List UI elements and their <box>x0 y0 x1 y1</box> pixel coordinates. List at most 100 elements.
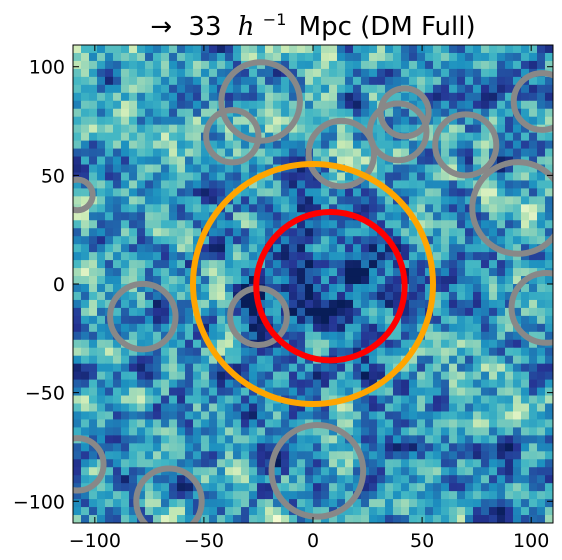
heatmap-cell <box>121 347 130 357</box>
heatmap-cell <box>177 443 186 452</box>
heatmap-cell <box>369 180 378 189</box>
heatmap-cell <box>497 260 506 269</box>
heatmap-cell <box>105 515 114 523</box>
heatmap-cell <box>265 52 274 62</box>
heatmap-cell <box>353 220 362 229</box>
heatmap-cell <box>145 116 154 126</box>
heatmap-cell <box>489 108 498 118</box>
heatmap-cell <box>257 363 266 373</box>
heatmap-cell <box>329 475 338 484</box>
heatmap-cell <box>505 284 514 293</box>
heatmap-cell <box>369 204 378 213</box>
heatmap-cell <box>297 164 306 174</box>
heatmap-cell <box>217 515 226 523</box>
heatmap-cell <box>409 507 418 516</box>
heatmap-cell <box>345 76 354 86</box>
heatmap-cell <box>177 419 186 428</box>
heatmap-cell <box>177 260 186 269</box>
heatmap-cell <box>489 68 498 78</box>
heatmap-cell <box>89 307 98 317</box>
heatmap-cell <box>377 355 386 365</box>
heatmap-cell <box>169 403 178 413</box>
heatmap-cell <box>257 68 266 78</box>
heatmap-cell <box>417 244 426 253</box>
heatmap-cell <box>217 443 226 452</box>
heatmap-cell <box>289 60 298 70</box>
heatmap-cell <box>81 499 90 508</box>
heatmap-cell <box>441 347 450 357</box>
heatmap-cell <box>145 236 154 245</box>
heatmap-cell <box>201 45 210 54</box>
heatmap-cell <box>161 188 170 197</box>
void-circle <box>107 280 179 353</box>
heatmap-cell <box>513 379 522 389</box>
heatmap-cell <box>185 427 194 436</box>
heatmap-cell <box>353 84 362 94</box>
heatmap-cell <box>121 60 130 70</box>
heatmap-cell <box>81 387 90 397</box>
heatmap-cell <box>425 467 434 476</box>
heatmap-cell <box>161 68 170 78</box>
heatmap-cell <box>449 132 458 142</box>
heatmap-cell <box>369 403 378 413</box>
heatmap-cell <box>385 196 394 205</box>
heatmap-cell <box>449 387 458 397</box>
heatmap-cell <box>225 339 234 349</box>
heatmap-cell <box>81 172 90 182</box>
heatmap-cell <box>121 252 130 261</box>
heatmap-cell <box>377 188 386 197</box>
heatmap-cell <box>465 156 474 166</box>
heatmap-cell <box>385 204 394 213</box>
heatmap-cell <box>89 84 98 94</box>
heatmap-cell <box>433 188 442 197</box>
heatmap-cell <box>513 92 522 102</box>
heatmap-cell <box>545 387 553 397</box>
heatmap-cell <box>209 220 218 229</box>
heatmap-cell <box>121 435 130 444</box>
heatmap-cell <box>321 435 330 444</box>
heatmap-cell <box>425 212 434 221</box>
heatmap-cell <box>129 459 138 468</box>
y-tick-label: −50 <box>25 383 65 405</box>
heatmap-cell <box>137 76 146 86</box>
heatmap-cell <box>273 212 282 221</box>
heatmap-cell <box>153 172 162 182</box>
heatmap-cell <box>457 164 466 174</box>
heatmap-cell <box>353 299 362 309</box>
heatmap-cell <box>185 228 194 237</box>
heatmap-cell <box>329 204 338 213</box>
heatmap-cell <box>161 403 170 413</box>
heatmap-cell <box>521 475 530 484</box>
heatmap-cell <box>401 459 410 468</box>
heatmap-cell <box>225 52 234 62</box>
heatmap-cell <box>465 451 474 460</box>
heatmap-cell <box>121 387 130 397</box>
heatmap-cell <box>145 491 154 500</box>
heatmap-cell <box>529 148 538 158</box>
heatmap-cell <box>273 459 282 468</box>
heatmap-cell <box>481 363 490 373</box>
heatmap-cell <box>537 507 546 516</box>
heatmap-cell <box>129 387 138 397</box>
heatmap-cell <box>529 299 538 309</box>
heatmap-cell <box>129 260 138 269</box>
heatmap-cell <box>201 339 210 349</box>
heatmap-cell <box>169 92 178 102</box>
heatmap-cell <box>545 156 553 166</box>
heatmap-cell <box>257 244 266 253</box>
heatmap-cell <box>353 108 362 118</box>
heatmap-cell <box>545 315 553 325</box>
heatmap-cell <box>297 252 306 261</box>
heatmap-cell <box>233 284 242 293</box>
heatmap-cell <box>393 379 402 389</box>
heatmap-cell <box>537 252 546 261</box>
heatmap-cell <box>185 268 194 277</box>
heatmap-cell <box>313 387 322 397</box>
heatmap-cell <box>417 252 426 261</box>
heatmap-cell <box>361 395 370 405</box>
heatmap-cell <box>105 45 114 54</box>
heatmap-cell <box>417 236 426 245</box>
heatmap-cell <box>505 45 514 54</box>
heatmap-cell <box>137 363 146 373</box>
heatmap-cell <box>401 411 410 421</box>
